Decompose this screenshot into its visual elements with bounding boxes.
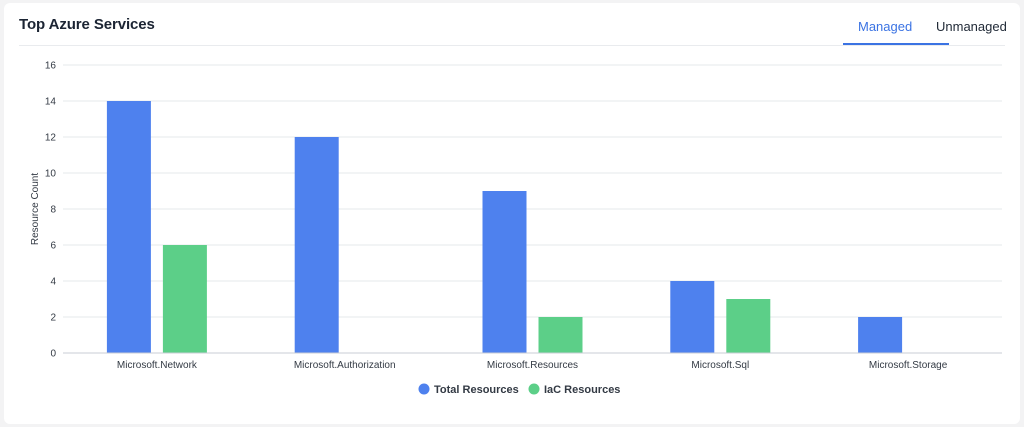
header-divider — [19, 45, 1005, 46]
grid-layer — [63, 64, 1002, 318]
y-tick-label: 10 — [45, 169, 57, 180]
bar-total-resources[interactable] — [294, 137, 339, 353]
y-axis-title: Resource Count — [30, 173, 41, 245]
active-tab-indicator — [843, 43, 949, 45]
legend-label[interactable]: Total Resources — [434, 384, 519, 396]
x-category-label: Microsoft.Sql — [691, 360, 749, 371]
tab-unmanaged[interactable]: Unmanaged — [936, 19, 1007, 34]
bar-total-resources[interactable] — [858, 317, 903, 353]
bar-iac-resources[interactable] — [162, 245, 207, 353]
bar-total-resources[interactable] — [482, 191, 527, 353]
y-tick-label: 4 — [50, 277, 56, 288]
x-category-label: Microsoft.Storage — [869, 360, 948, 371]
bar-iac-resources[interactable] — [726, 299, 771, 353]
y-tick-label: 8 — [50, 205, 56, 216]
y-tick-label: 16 — [45, 61, 57, 72]
x-category-label: Microsoft.Network — [117, 360, 198, 371]
bar-iac-resources[interactable] — [538, 317, 583, 353]
legend-marker — [418, 383, 430, 395]
card-title: Top Azure Services — [19, 16, 155, 33]
y-tick-label: 14 — [45, 97, 57, 108]
axis-layer: 0 2 4 6 8 10 12 14 16 Resource Count Microsoft.Net… — [30, 61, 1002, 371]
x-category-label: Microsoft.Resources — [487, 360, 578, 371]
y-tick-label: 6 — [50, 241, 56, 252]
bars-layer — [106, 101, 903, 353]
bar-total-resources[interactable] — [670, 281, 715, 353]
legend-marker — [528, 383, 540, 395]
y-tick-label: 2 — [50, 313, 56, 324]
legend-layer: Total Resources IaC Resources — [418, 383, 620, 396]
tab-managed[interactable]: Managed — [858, 19, 913, 34]
y-tick-label: 12 — [45, 133, 57, 144]
bar-total-resources[interactable] — [106, 101, 151, 353]
x-category-label: Microsoft.Authorization — [294, 360, 396, 371]
legend-label[interactable]: IaC Resources — [544, 384, 620, 396]
y-tick-label: 0 — [50, 349, 56, 360]
